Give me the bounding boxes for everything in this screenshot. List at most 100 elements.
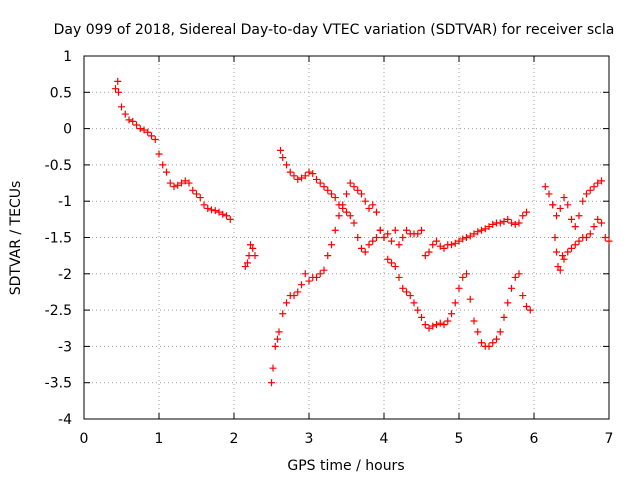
data-point <box>294 288 302 296</box>
data-point <box>286 168 294 176</box>
data-point <box>403 226 410 234</box>
data-point <box>290 172 298 180</box>
data-point <box>328 241 335 249</box>
data-point <box>305 168 313 176</box>
x-tick-label: 2 <box>230 431 239 447</box>
x-tick-label: 0 <box>80 431 89 447</box>
y-axis-label: SDTVAR / TECUs <box>8 181 24 296</box>
y-tick-label: -3.5 <box>45 376 72 392</box>
data-point <box>313 273 320 281</box>
data-point <box>418 313 425 321</box>
data-point <box>181 177 189 185</box>
y-tick-label: 0.5 <box>50 85 72 101</box>
data-point <box>583 234 590 241</box>
data-point <box>388 259 395 267</box>
data-point <box>155 150 163 158</box>
data-point <box>170 183 178 191</box>
data-point <box>511 220 519 228</box>
data-point <box>369 237 377 245</box>
data-point <box>249 244 257 252</box>
data-point <box>403 288 410 296</box>
x-axis-label: GPS time / hours <box>287 458 404 474</box>
data-point <box>421 252 429 260</box>
data-point <box>515 270 523 278</box>
data-point <box>144 128 152 136</box>
data-point <box>324 252 332 260</box>
data-point <box>395 273 403 281</box>
data-point <box>115 88 122 96</box>
data-point <box>470 317 478 325</box>
data-point <box>474 228 482 236</box>
data-point <box>324 186 332 194</box>
data-point <box>112 85 119 93</box>
data-point <box>277 146 284 154</box>
data-point <box>133 121 140 129</box>
data-point <box>433 237 440 245</box>
data-point <box>114 77 122 85</box>
x-tick-label: 6 <box>530 431 539 447</box>
data-point <box>125 116 133 124</box>
data-point <box>269 364 277 372</box>
data-point <box>279 310 287 318</box>
x-tick-label: 7 <box>605 431 614 447</box>
data-point <box>380 234 388 241</box>
data-point <box>598 177 605 185</box>
data-point <box>189 186 197 194</box>
data-point <box>451 299 459 307</box>
data-point <box>361 197 369 205</box>
data-point <box>244 259 251 267</box>
data-point <box>508 284 515 292</box>
data-point <box>444 317 452 325</box>
data-point <box>455 284 463 292</box>
data-point <box>436 319 444 327</box>
data-point <box>564 248 572 256</box>
data-point <box>451 239 459 247</box>
data-point <box>433 321 440 329</box>
data-point <box>541 183 549 191</box>
data-point <box>489 339 497 347</box>
data-point <box>553 248 560 256</box>
y-tick-label: -2 <box>58 267 72 283</box>
y-tick-label: -1 <box>58 194 72 210</box>
data-point <box>200 201 208 209</box>
data-point <box>283 299 290 307</box>
data-points <box>112 77 613 387</box>
data-point <box>440 321 448 329</box>
data-point <box>526 306 534 314</box>
data-point <box>478 339 485 347</box>
y-tick-label: -4 <box>58 412 72 428</box>
data-point <box>219 210 227 218</box>
data-point <box>568 215 575 223</box>
data-point <box>316 179 324 187</box>
data-point <box>523 208 530 216</box>
data-point <box>301 270 309 278</box>
data-point <box>459 235 467 243</box>
y-tick-label: -2.5 <box>45 303 72 319</box>
data-point <box>500 313 508 321</box>
data-point <box>583 190 590 198</box>
data-point <box>335 201 343 209</box>
data-point <box>549 201 557 209</box>
data-point <box>320 183 328 191</box>
data-point <box>350 183 358 191</box>
data-point <box>489 220 497 228</box>
data-point <box>414 230 422 238</box>
data-point <box>178 179 185 187</box>
y-tick-label: 0 <box>63 122 72 138</box>
data-point <box>211 207 219 215</box>
data-point <box>556 266 564 274</box>
data-point <box>376 226 384 234</box>
data-point <box>586 230 594 238</box>
axis-ticks <box>83 55 610 420</box>
data-point <box>571 223 579 231</box>
data-point <box>560 255 568 263</box>
data-point <box>346 212 354 220</box>
data-point <box>290 292 298 300</box>
data-point <box>328 190 335 198</box>
data-point <box>418 226 425 234</box>
data-point <box>485 342 493 350</box>
data-point <box>384 255 392 263</box>
data-point <box>279 154 287 162</box>
data-point <box>223 212 230 220</box>
data-point <box>159 161 167 169</box>
